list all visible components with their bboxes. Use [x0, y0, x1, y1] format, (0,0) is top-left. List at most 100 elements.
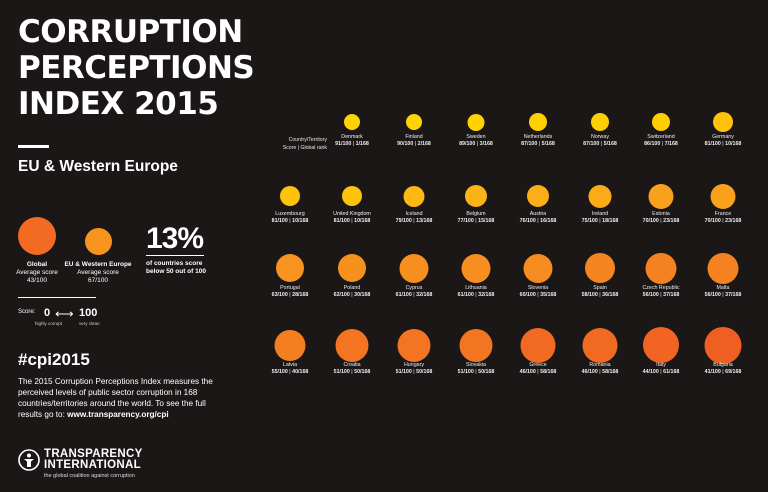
country-rank: 58/168: [540, 369, 557, 375]
page-title: CORRUPTION PERCEPTIONS INDEX 2015: [18, 14, 255, 122]
country-score-separator: |: [349, 369, 355, 375]
country-rank: 69/168: [725, 369, 742, 375]
country-name: Czech Republic: [642, 285, 680, 291]
country-rank: 5/168: [603, 141, 617, 147]
country-score-value: 41/100: [704, 369, 721, 375]
country-name: Hungary: [403, 362, 425, 368]
country-score: 58/100 | 36/168: [560, 292, 640, 299]
logo-line-1: TRANSPARENCY: [44, 448, 143, 460]
country-score-value: 81/100: [271, 218, 288, 224]
country-rank: 61/168: [663, 369, 680, 375]
country-score: 62/100 | 30/168: [312, 292, 392, 299]
country-rank: 1/168: [355, 141, 369, 147]
country-score-value: 51/100: [395, 369, 412, 375]
country-name: Latvia: [282, 362, 298, 368]
country-name: Belgium: [466, 211, 486, 217]
country-rank: 15/168: [478, 218, 495, 224]
country-score-separator: |: [351, 141, 356, 147]
country-score-value: 76/100: [519, 218, 536, 224]
country-score-value: 77/100: [457, 218, 474, 224]
country-score: 56/100 | 37/168: [621, 292, 701, 299]
country-name: Ireland: [591, 211, 609, 217]
country-score-circle: [397, 328, 431, 362]
title-line-1: CORRUPTION: [18, 14, 243, 50]
country-score-circle: [648, 183, 674, 209]
country-score: 87/100 | 5/168: [498, 141, 578, 148]
country-score: 61/100 | 32/168: [436, 292, 516, 299]
country-score-separator: |: [413, 141, 418, 147]
regional-average-sub: Average score: [77, 269, 119, 276]
country-rank: 7/168: [664, 141, 678, 147]
country-score-value: 61/100: [395, 292, 412, 298]
country-rank: 23/168: [725, 218, 742, 224]
country-rank: 16/168: [540, 218, 557, 224]
country-rank: 28/168: [292, 292, 309, 298]
global-average-label: Global: [26, 261, 48, 268]
country-name: Cyprus: [405, 285, 423, 291]
country-score-circle: [704, 326, 742, 364]
country-rank: 37/168: [663, 292, 680, 298]
country-score-circle: [465, 185, 487, 207]
country-rank: 23/168: [663, 218, 680, 224]
logo-wordmark: TRANSPARENCY INTERNATIONAL: [44, 448, 143, 471]
country-score: 81/100 | 10/168: [250, 218, 330, 225]
scale-max: 100: [79, 307, 98, 319]
country-name: Spain: [593, 285, 607, 291]
country-score-value: 87/100: [521, 141, 538, 147]
country-score-value: 70/100: [704, 218, 721, 224]
logo-line-2: INTERNATIONAL: [44, 459, 141, 471]
region-heading: EU & Western Europe: [18, 158, 178, 175]
country-score: 41/100 | 69/168: [683, 369, 763, 376]
country-score-circle: [582, 327, 618, 363]
country-name: Italy: [656, 362, 666, 368]
grid-header: Country/Territory Score | Global rank: [253, 137, 327, 152]
country-score-value: 90/100: [397, 141, 414, 147]
country-score: 86/100 | 7/168: [621, 141, 701, 148]
country-score-separator: |: [720, 292, 726, 298]
description-text: The 2015 Corruption Perceptions Index me…: [18, 377, 213, 419]
country-score-separator: |: [658, 292, 664, 298]
country-score-value: 91/100: [335, 141, 352, 147]
description: The 2015 Corruption Perceptions Index me…: [18, 376, 228, 420]
results-link[interactable]: www.transparency.org/cpi: [67, 410, 169, 419]
country-name: Sweden: [466, 134, 486, 140]
country-score-separator: |: [349, 218, 355, 224]
country-score: 46/100 | 58/168: [560, 369, 640, 376]
country-score: 46/100 | 58/168: [498, 369, 578, 376]
country-score: 70/100 | 23/168: [621, 218, 701, 225]
country-score-value: 79/100: [395, 218, 412, 224]
country-score-separator: |: [411, 292, 417, 298]
country-score-separator: |: [349, 292, 355, 298]
country-score-separator: |: [658, 369, 664, 375]
country-score-circle: [707, 252, 739, 284]
country-rank: 5/168: [541, 141, 555, 147]
country-rank: 32/168: [416, 292, 433, 298]
country-score: 87/100 | 5/168: [560, 141, 640, 148]
country-name: Lithuania: [465, 285, 487, 291]
grid-header-line-1: Country/Territory: [288, 137, 327, 143]
country-score-value: 81/100: [333, 218, 350, 224]
double-arrow-icon: ⟷: [55, 306, 74, 321]
country-score-circle: [527, 185, 549, 207]
country-rank: 18/168: [602, 218, 619, 224]
country-score-separator: |: [535, 369, 541, 375]
percent-caption-line-2: below 50 out of 100: [146, 268, 206, 275]
country-score-separator: |: [599, 141, 604, 147]
regional-average-label: EU & Western Europe: [64, 261, 132, 268]
global-average-value: 43/100: [27, 277, 47, 284]
global-average-legend: Global Average score 43/100: [2, 261, 72, 285]
country-score-circle: [342, 186, 362, 206]
regional-average-circle: [85, 228, 112, 255]
country-score: 61/100 | 32/168: [374, 292, 454, 299]
country-name: Greece: [529, 362, 547, 368]
country-rank: 13/168: [416, 218, 433, 224]
country-rank: 50/168: [354, 369, 371, 375]
country-score-circle: [467, 113, 485, 131]
country-score: 70/100 | 23/168: [683, 218, 763, 225]
country-score-circle: [406, 114, 422, 130]
country-score-circle: [588, 184, 612, 208]
country-name: Switzerland: [647, 134, 675, 140]
country-rank: 2/168: [417, 141, 431, 147]
country-score-circle: [403, 185, 425, 207]
country-score-separator: |: [597, 369, 603, 375]
